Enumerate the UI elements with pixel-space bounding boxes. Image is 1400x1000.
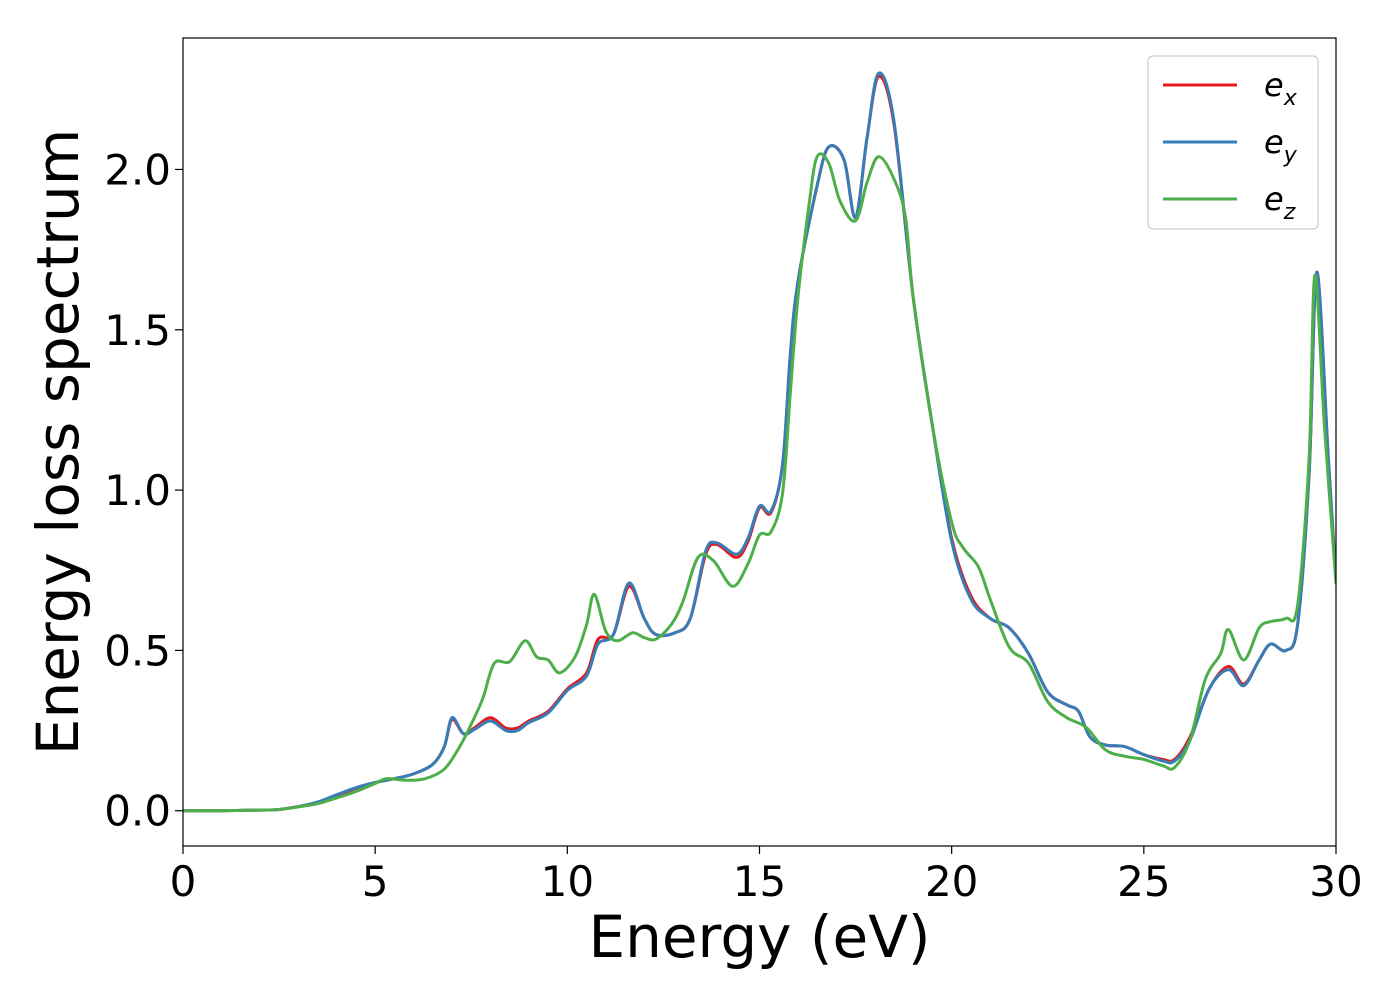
y-axis-ticks: 0.0 0.5 1.0 1.5 2.0 bbox=[104, 145, 183, 836]
series-line-ez bbox=[183, 152, 1336, 813]
legend-label-ez: ez bbox=[1264, 180, 1296, 225]
x-tick-label: 30 bbox=[1309, 857, 1362, 906]
series-group bbox=[183, 71, 1336, 813]
y-tick-label: 0.5 bbox=[104, 626, 171, 675]
x-tick-label: 25 bbox=[1117, 857, 1170, 906]
legend-label-ey: ey bbox=[1264, 123, 1298, 168]
legend: ex ey ez bbox=[1147, 55, 1319, 230]
y-tick-label: 1.5 bbox=[104, 306, 171, 355]
x-tick-label: 10 bbox=[541, 857, 594, 906]
x-axis-title: Energy (eV) bbox=[588, 903, 930, 971]
x-tick-label: 20 bbox=[925, 857, 978, 906]
y-tick-label: 2.0 bbox=[104, 145, 171, 194]
legend-label-ex: ex bbox=[1264, 66, 1298, 111]
x-tick-label: 15 bbox=[733, 857, 786, 906]
x-axis-ticks: 0 5 10 15 20 25 30 bbox=[170, 846, 1363, 906]
y-tick-label: 1.0 bbox=[104, 466, 171, 515]
series-layer bbox=[183, 71, 1336, 813]
y-tick-label: 0.0 bbox=[104, 787, 171, 836]
x-tick-label: 0 bbox=[170, 857, 197, 906]
y-axis-title: Energy loss spectrum bbox=[24, 129, 92, 755]
x-tick-label: 5 bbox=[362, 857, 389, 906]
